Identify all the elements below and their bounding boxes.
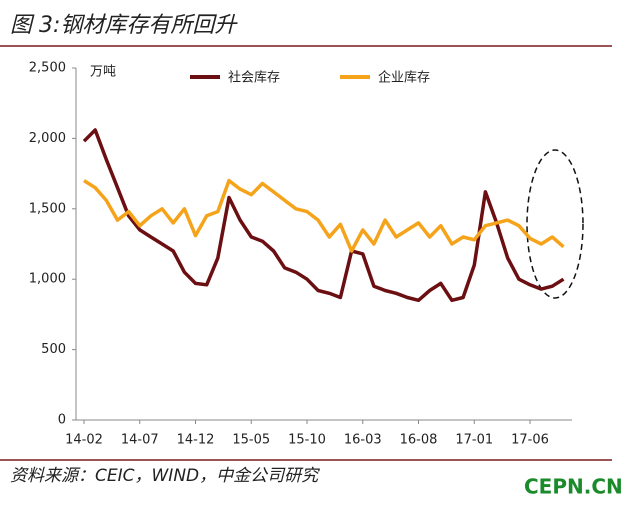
x-tick-label: 15-10 xyxy=(288,433,326,448)
highlight-ellipse xyxy=(526,149,584,299)
series-line xyxy=(83,178,565,253)
chart-title: 图 3:钢材库存有所回升 xyxy=(10,13,238,38)
y-tick-label: 1,000 xyxy=(29,272,66,287)
x-tick-label: 14-07 xyxy=(121,433,159,448)
x-tick-label: 17-06 xyxy=(511,433,549,448)
x-tick-label: 16-08 xyxy=(400,433,438,448)
legend-label: 企业库存 xyxy=(378,70,430,86)
y-tick-label: 500 xyxy=(41,342,66,357)
y-tick-label: 2,500 xyxy=(29,61,66,76)
watermark: CEPN.CN xyxy=(524,475,623,499)
legend-label: 社会库存 xyxy=(228,70,280,86)
y-tick-label: 1,500 xyxy=(29,201,66,216)
x-tick-label: 16-03 xyxy=(344,433,382,448)
source: 资料来源：CEIC，WIND，中金公司研究 xyxy=(10,466,320,486)
x-tick-label: 15-05 xyxy=(232,433,270,448)
y-tick-label: 0 xyxy=(58,413,66,428)
series-line xyxy=(82,128,565,303)
y-tick-label: 2,000 xyxy=(29,131,66,146)
x-tick-label: 14-12 xyxy=(177,433,215,448)
unit-label: 万吨 xyxy=(90,65,116,80)
x-tick-label: 17-01 xyxy=(455,433,493,448)
x-tick-label: 14-02 xyxy=(65,433,103,448)
